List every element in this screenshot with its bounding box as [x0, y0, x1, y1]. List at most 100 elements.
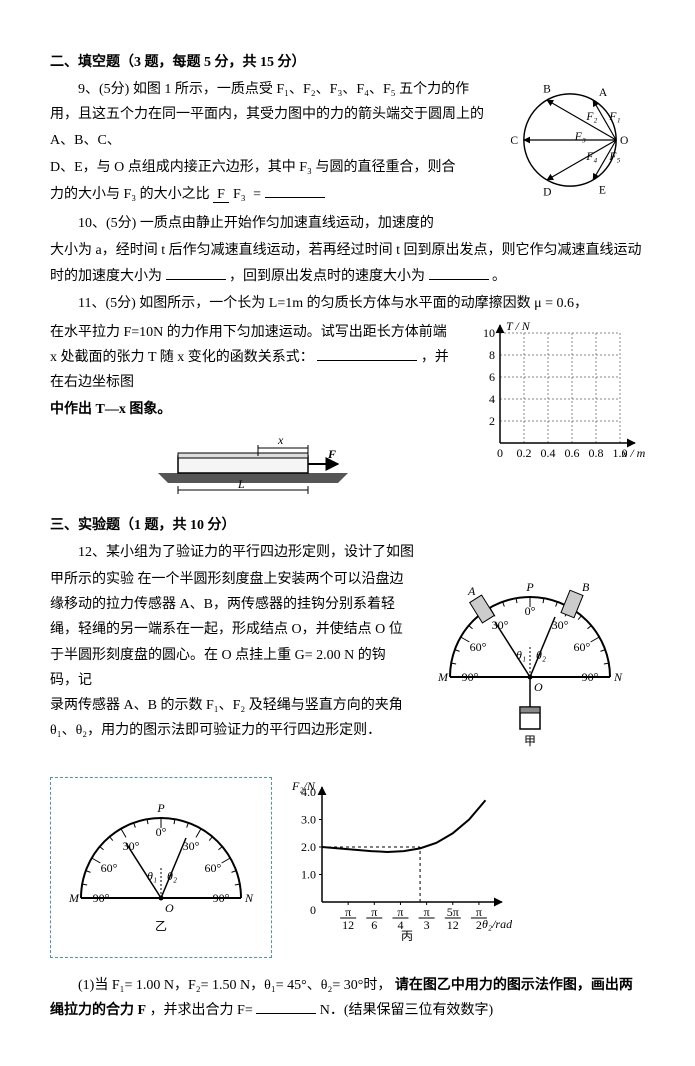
svg-text:θ₂/rad: θ₂/rad: [482, 917, 512, 931]
sub1-a: (1)当 F₁= 1.00 N，F₂= 1.50 N，θ₁= 45°、θ₂= 3…: [78, 978, 391, 993]
svg-text:M: M: [437, 670, 449, 684]
q11-grid-figure: 24681000.20.40.60.81.0T / Nx / m: [465, 318, 645, 468]
svg-text:0°: 0°: [525, 604, 536, 618]
svg-text:4: 4: [489, 392, 495, 406]
q9-text-b: =: [253, 187, 264, 202]
svg-text:F₄: F₄: [585, 151, 597, 163]
blank-input[interactable]: [265, 183, 325, 198]
svg-text:12: 12: [342, 918, 354, 932]
svg-text:x / m: x / m: [621, 446, 645, 460]
svg-text:3: 3: [424, 918, 430, 932]
svg-text:2: 2: [489, 414, 495, 428]
q11-bar-figure: xFL: [153, 428, 353, 498]
frac-num: F: [213, 187, 229, 203]
svg-text:90°: 90°: [582, 670, 599, 684]
svg-text:θ₁: θ₁: [516, 648, 526, 662]
svg-text:60°: 60°: [470, 640, 487, 654]
svg-text:90°: 90°: [93, 891, 110, 905]
blank-input[interactable]: [317, 346, 417, 361]
fraction: FF₃: [213, 187, 249, 202]
section-3-title: 三、实验题（1 题，共 10 分）: [50, 513, 645, 538]
svg-text:F₂/N: F₂/N: [291, 779, 316, 793]
svg-text:0.2: 0.2: [517, 446, 532, 460]
q11-bold: 中作出 T—x 图象。: [50, 397, 455, 422]
q10-text-c: 。: [492, 269, 506, 284]
svg-text:N: N: [613, 670, 623, 684]
blank-input[interactable]: [166, 265, 226, 280]
q12-line2: 甲所示的实验 在一个半圆形刻度盘上安装两个可以沿盘边缘移动的拉力传感器 A、B，…: [50, 567, 405, 693]
svg-text:B: B: [543, 84, 551, 96]
svg-text:1.0: 1.0: [301, 868, 316, 882]
svg-text:0: 0: [497, 446, 503, 460]
svg-text:10: 10: [483, 326, 495, 340]
svg-text:x: x: [277, 433, 284, 447]
svg-text:θ₂: θ₂: [536, 648, 546, 662]
q12-curve-figure: 1.02.03.04.0π12π6π4π35π12π2F₂/Nθ₂/rad丙0: [282, 772, 512, 942]
svg-text:0.8: 0.8: [589, 446, 604, 460]
svg-text:0: 0: [310, 903, 316, 917]
svg-text:60°: 60°: [101, 861, 118, 875]
svg-text:60°: 60°: [574, 640, 591, 654]
q9-line1: 9、(5分) 如图 1 所示，一质点受 F₁、F₂、F₃、F₄、F₅ 五个力的作…: [50, 77, 485, 153]
svg-text:O: O: [534, 680, 543, 694]
svg-text:A: A: [467, 584, 476, 598]
q12-setup-figure: 0°30°60°90°30°60°90°θ₁θ₂PMNOAB甲: [415, 567, 645, 767]
svg-text:5π: 5π: [447, 905, 459, 919]
svg-text:O: O: [165, 901, 174, 915]
q11-line1: 11、(5分) 如图所示，一个长为 L=1m 的匀质长方体与水平面的动摩擦因数 …: [50, 291, 645, 316]
svg-text:8: 8: [489, 348, 495, 362]
q10-text-b: ，回到原出发点时的速度大小为: [229, 269, 429, 284]
svg-text:O: O: [620, 135, 628, 147]
svg-text:T / N: T / N: [506, 319, 531, 333]
svg-text:π: π: [424, 905, 430, 919]
q9-line2: D、E，与 O 点组成内接正六边形，其中 F₃ 与圆的直径重合，则合: [50, 155, 485, 180]
svg-text:甲: 甲: [524, 734, 536, 748]
q9-text-a: 力的大小与 F₃ 的大小之比: [50, 187, 213, 202]
q12-line3: 录两传感器 A、B 的示数 F₁、F₂ 及轻绳与竖直方向的夹角 θ₁、θ₂，用力…: [50, 693, 405, 743]
svg-text:F₂: F₂: [585, 111, 597, 123]
svg-text:0.6: 0.6: [565, 446, 580, 460]
svg-text:F₃: F₃: [574, 131, 586, 143]
svg-text:0.4: 0.4: [541, 446, 556, 460]
svg-text:2.0: 2.0: [301, 840, 316, 854]
svg-text:C: C: [510, 135, 518, 147]
svg-text:6: 6: [489, 370, 495, 384]
q12-protractor-figure: 0°30°60°90°30°60°90°θ₁θ₂PMNO乙: [61, 788, 261, 938]
svg-text:P: P: [156, 801, 165, 815]
q12-sub1: (1)当 F₁= 1.00 N，F₂= 1.50 N，θ₁= 45°、θ₂= 3…: [50, 973, 645, 1023]
q9-circle-figure: F₁ F₂ F₃ F₄ F₅ A B C D E O: [495, 75, 645, 205]
svg-text:B: B: [582, 580, 590, 594]
sub1-d: N．(结果保留三位有效数字): [320, 1003, 493, 1018]
svg-text:A: A: [599, 87, 608, 99]
svg-text:90°: 90°: [213, 891, 230, 905]
svg-text:π: π: [345, 905, 351, 919]
svg-text:乙: 乙: [155, 919, 167, 933]
svg-text:E: E: [599, 185, 606, 197]
svg-text:F: F: [327, 447, 336, 461]
svg-text:6: 6: [371, 918, 377, 932]
svg-text:π: π: [371, 905, 377, 919]
blank-input[interactable]: [429, 265, 489, 280]
q9-line3: 力的大小与 F₃ 的大小之比 FF₃ =: [50, 182, 485, 207]
svg-text:θ₁: θ₁: [147, 869, 157, 883]
frac-den: F₃: [229, 187, 250, 202]
svg-text:F₁: F₁: [608, 111, 620, 123]
q11-line2: 在水平拉力 F=10N 的力作用下匀加速运动。试写出距长方体前端 x 处截面的张…: [50, 320, 455, 396]
svg-text:M: M: [68, 891, 80, 905]
svg-text:D: D: [543, 187, 551, 199]
svg-text:θ₂: θ₂: [167, 869, 177, 883]
svg-text:F₅: F₅: [608, 151, 620, 163]
svg-text:0°: 0°: [156, 825, 167, 839]
q10-line1: 10、(5分) 一质点由静止开始作匀加速直线运动，加速度的: [50, 211, 645, 236]
svg-text:N: N: [244, 891, 254, 905]
svg-text:丙: 丙: [401, 929, 413, 942]
svg-text:12: 12: [447, 918, 459, 932]
q12-line1: 12、某小组为了验证力的平行四边形定则，设计了如图: [50, 540, 645, 565]
blank-input[interactable]: [256, 999, 316, 1014]
protractor-box: 0°30°60°90°30°60°90°θ₁θ₂PMNO乙: [50, 777, 272, 958]
section-2-title: 二、填空题（3 题，每题 5 分，共 15 分）: [50, 50, 645, 75]
q10-line2: 大小为 a，经时间 t 后作匀减速直线运动，若再经过时间 t 回到原出发点，则它…: [50, 238, 645, 288]
svg-text:π: π: [397, 905, 403, 919]
svg-text:60°: 60°: [205, 861, 222, 875]
svg-text:P: P: [525, 580, 534, 594]
